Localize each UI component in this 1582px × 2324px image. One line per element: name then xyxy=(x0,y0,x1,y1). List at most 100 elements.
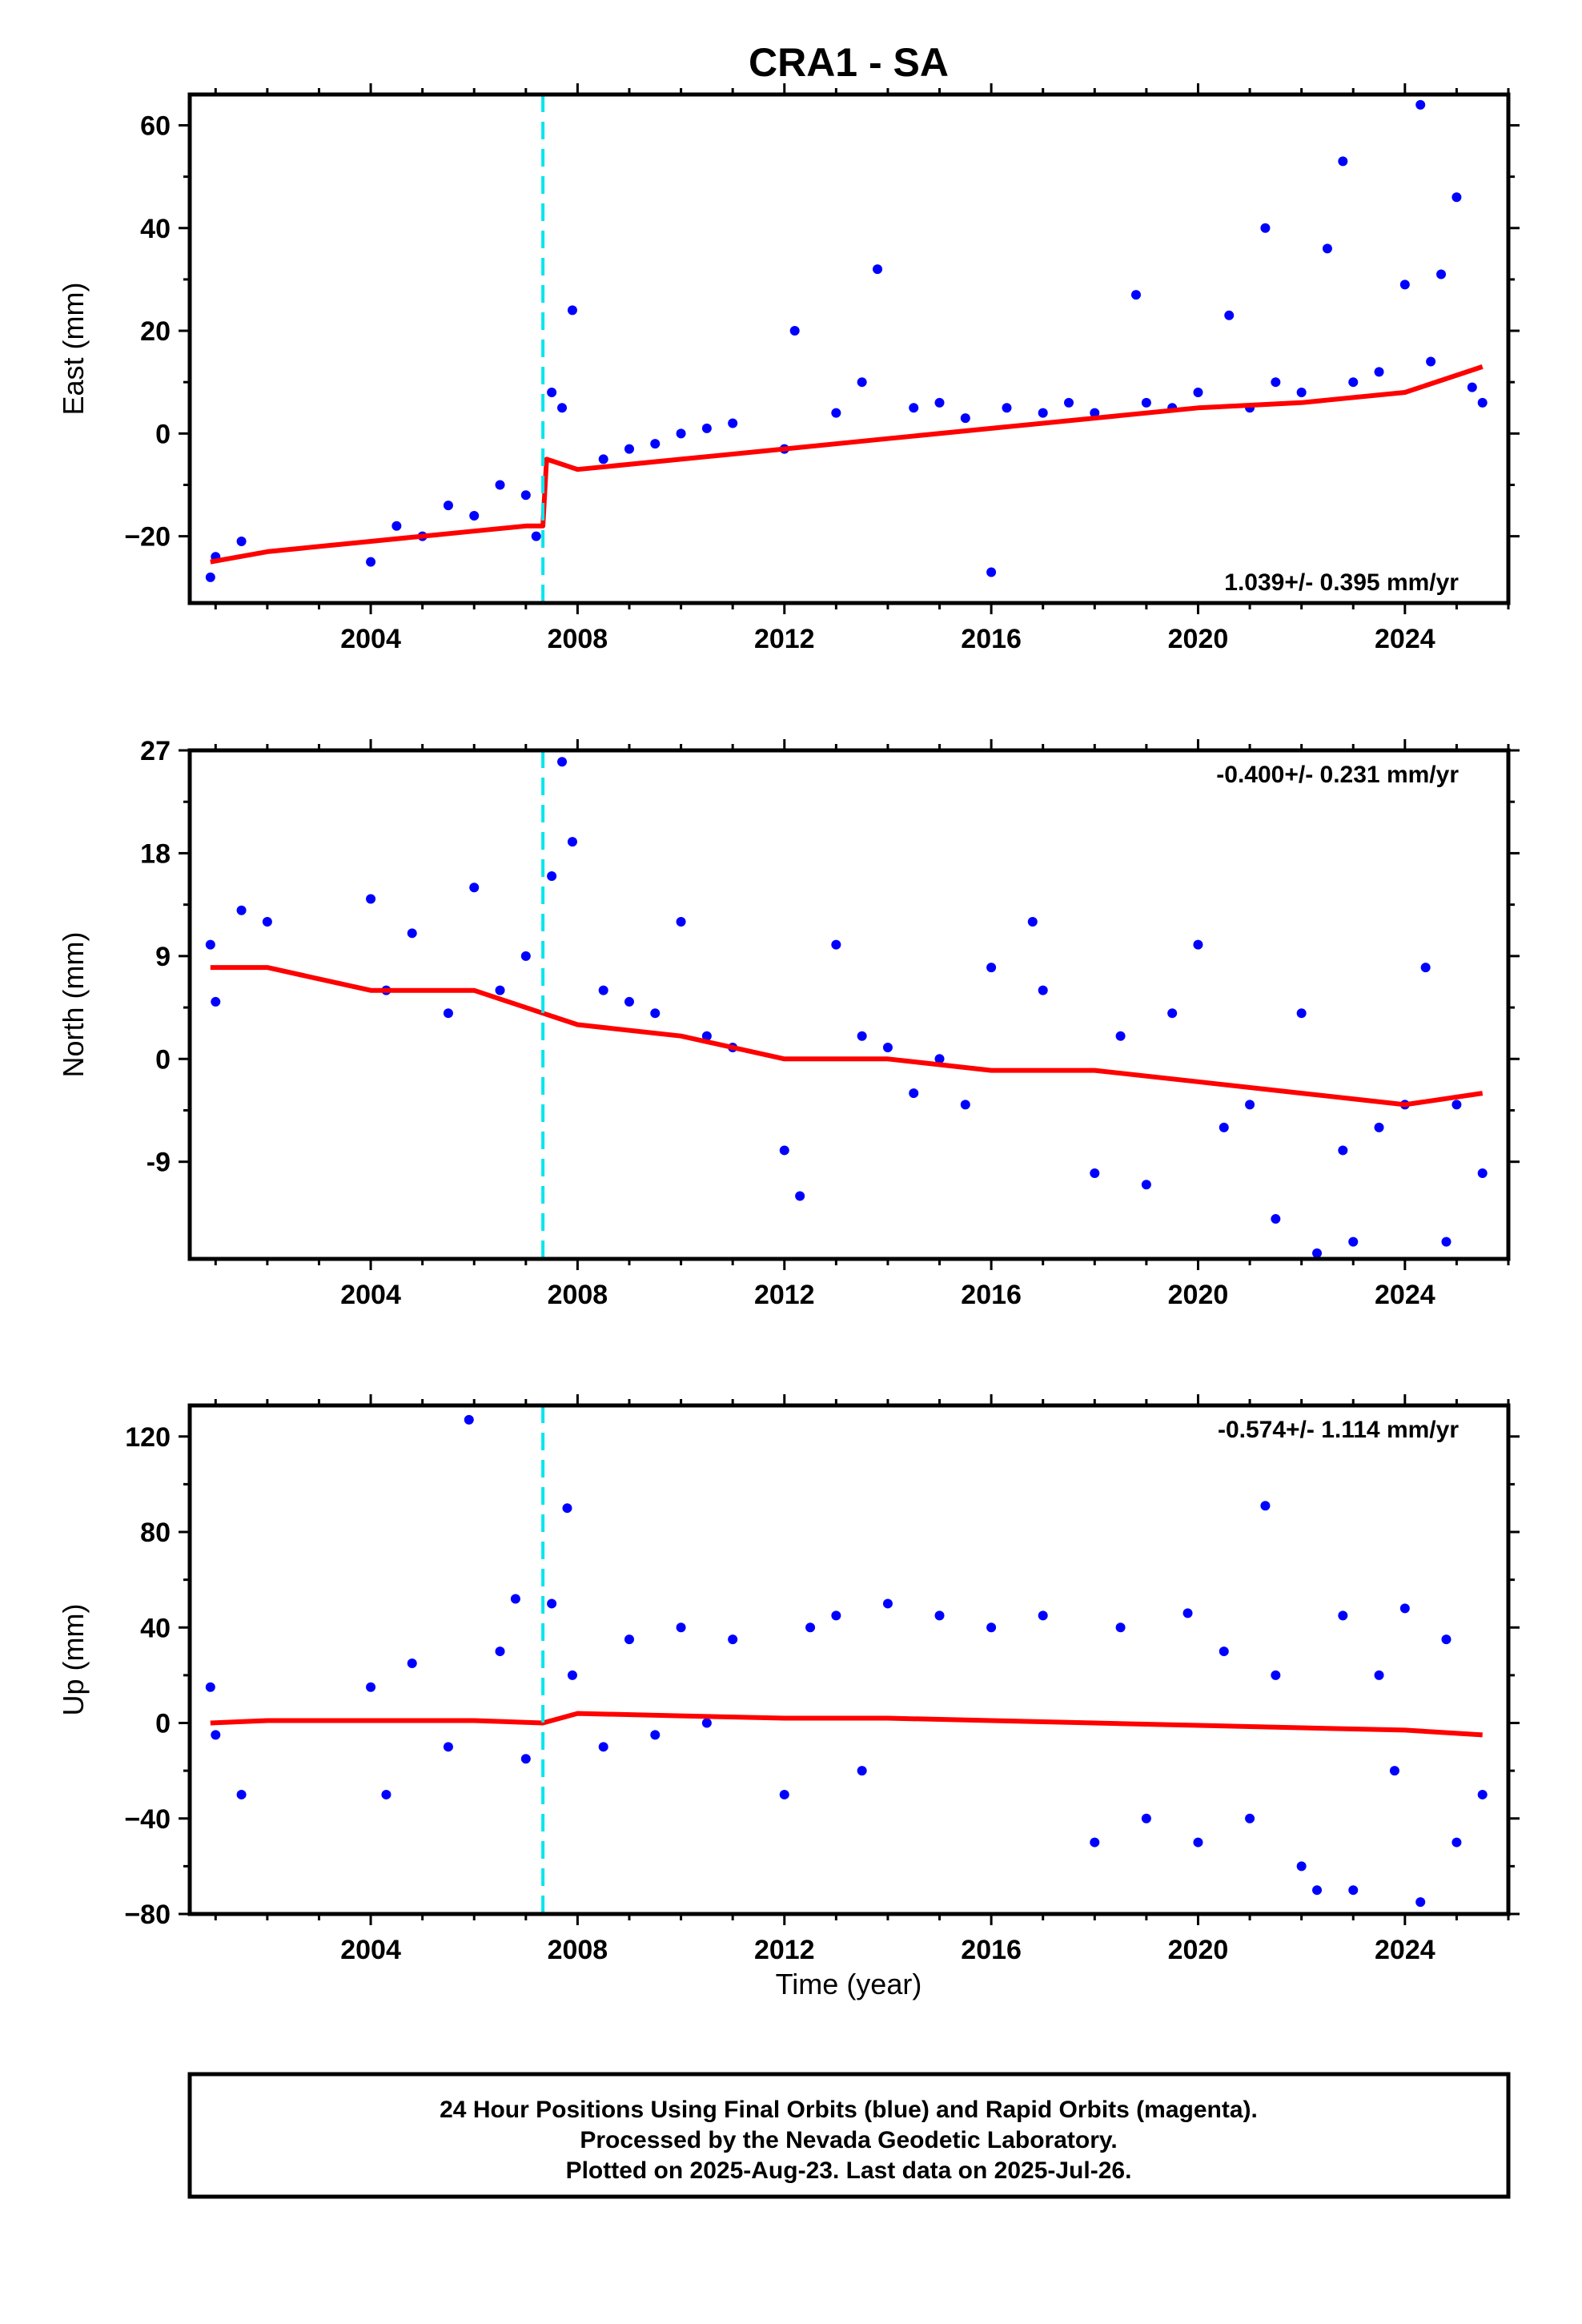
up-model-curve xyxy=(210,1711,1483,1738)
north-data-point xyxy=(1338,1145,1348,1156)
north-data-point xyxy=(779,1145,789,1156)
east-y-tick-label: 60 xyxy=(140,111,171,141)
east-data-point xyxy=(567,305,577,316)
east-data-point xyxy=(986,567,997,577)
up-data-point xyxy=(1115,1622,1126,1633)
north-data-point xyxy=(986,963,997,973)
up-x-tick-label: 2024 xyxy=(1375,1935,1435,1965)
up-data-point xyxy=(547,1598,557,1609)
east-panel: 2004 2008 2012 2016 2020 2024 −20 0 20 40 60 East (… xyxy=(57,83,1520,654)
north-data-point xyxy=(1452,1100,1462,1110)
east-x-tick-label: 2004 xyxy=(340,624,401,654)
up-data-point xyxy=(1296,1861,1307,1872)
up-data-point xyxy=(805,1622,816,1633)
up-data-point xyxy=(495,1647,505,1657)
north-data-point xyxy=(520,951,531,961)
up-data-point xyxy=(1038,1610,1048,1621)
east-x-tick-label: 2012 xyxy=(754,624,815,654)
east-data-point xyxy=(1141,397,1151,408)
east-data-point xyxy=(1452,192,1462,203)
up-data-point xyxy=(857,1766,867,1776)
east-data-point xyxy=(1271,377,1281,388)
north-data-point xyxy=(495,985,505,995)
east-y-tick-label: 0 xyxy=(155,419,171,449)
east-data-point xyxy=(205,572,215,582)
north-data-point xyxy=(1090,1168,1100,1178)
east-data-point xyxy=(1322,243,1332,254)
north-panel: 2004 2008 2012 2016 2020 2024 -9 0 9 18 27 North (m… xyxy=(57,736,1520,1310)
east-plot-area xyxy=(205,94,1488,603)
north-data-point xyxy=(443,1008,453,1019)
east-rate-label: 1.039+/- 0.395 mm/yr xyxy=(1224,569,1459,596)
north-data-point xyxy=(205,939,215,950)
north-x-tick-label: 2008 xyxy=(548,1280,608,1310)
north-x-tick-label: 2004 xyxy=(340,1280,401,1310)
north-data-point xyxy=(1115,1031,1126,1041)
east-data-point xyxy=(789,326,800,336)
north-data-point xyxy=(701,1031,712,1041)
up-data-point xyxy=(1245,1813,1255,1823)
east-data-point xyxy=(1064,397,1074,408)
up-data-point xyxy=(1441,1634,1452,1645)
caption-box: 24 Hour Positions Using Final Orbits (bl… xyxy=(187,2072,1511,2199)
east-data-point xyxy=(1296,388,1307,398)
up-data-point xyxy=(464,1414,474,1425)
north-x-tick-label: 2016 xyxy=(961,1280,1022,1310)
north-data-point xyxy=(1167,1008,1178,1019)
north-data-point xyxy=(831,939,841,950)
east-data-point xyxy=(857,377,867,388)
up-data-point xyxy=(520,1754,531,1764)
north-y-axis-label: North (mm) xyxy=(57,932,90,1078)
east-data-point xyxy=(531,531,541,541)
up-data-point xyxy=(366,1682,376,1692)
north-data-point xyxy=(882,1043,893,1053)
up-x-tick-label: 2016 xyxy=(961,1935,1022,1965)
up-y-tick-label: 120 xyxy=(125,1422,171,1453)
north-data-point xyxy=(236,905,247,915)
east-data-point xyxy=(728,418,738,428)
north-data-point xyxy=(1348,1236,1359,1247)
east-data-point xyxy=(624,444,634,454)
up-data-point xyxy=(510,1594,520,1604)
up-data-point xyxy=(1090,1837,1100,1848)
east-data-point xyxy=(236,537,247,547)
east-data-point xyxy=(366,557,376,567)
east-data-point xyxy=(960,413,970,424)
up-data-point xyxy=(381,1789,391,1799)
east-y-tick-label: 40 xyxy=(140,214,171,244)
up-x-tick-label: 2020 xyxy=(1168,1935,1229,1965)
up-y-tick-label: 0 xyxy=(155,1709,171,1739)
east-data-point xyxy=(873,264,883,275)
up-x-tick-label: 2004 xyxy=(340,1935,401,1965)
up-data-point xyxy=(986,1622,997,1633)
east-x-tick-label: 2008 xyxy=(548,624,608,654)
up-rate-label: -0.574+/- 1.114 mm/yr xyxy=(1218,1417,1459,1443)
up-data-point xyxy=(443,1742,453,1752)
up-data-point xyxy=(676,1622,686,1633)
north-y-tick-label: 9 xyxy=(155,942,171,972)
north-data-point xyxy=(1245,1100,1255,1110)
up-data-point xyxy=(624,1634,634,1645)
east-y-tick-label: 20 xyxy=(140,316,171,347)
caption-line-2: Processed by the Nevada Geodetic Laborat… xyxy=(580,2127,1117,2153)
up-y-tick-label: 40 xyxy=(140,1613,171,1643)
north-data-point xyxy=(1477,1168,1488,1178)
up-data-point xyxy=(728,1634,738,1645)
north-x-tick-label: 2020 xyxy=(1168,1280,1229,1310)
east-data-point xyxy=(1374,367,1384,377)
east-x-tick-label: 2020 xyxy=(1168,624,1229,654)
north-data-point xyxy=(407,928,417,939)
east-data-point xyxy=(443,501,453,511)
up-data-point xyxy=(1182,1608,1193,1618)
east-data-point xyxy=(1224,310,1235,320)
north-frame xyxy=(187,748,1511,1261)
up-data-point xyxy=(1260,1501,1271,1511)
north-data-point xyxy=(1441,1236,1452,1247)
east-data-point xyxy=(469,510,480,521)
north-y-tick-label: 0 xyxy=(155,1044,171,1075)
north-data-point xyxy=(1296,1008,1307,1019)
up-data-point xyxy=(211,1730,221,1740)
up-data-point xyxy=(1374,1670,1384,1680)
up-plot-area xyxy=(205,1405,1488,1914)
